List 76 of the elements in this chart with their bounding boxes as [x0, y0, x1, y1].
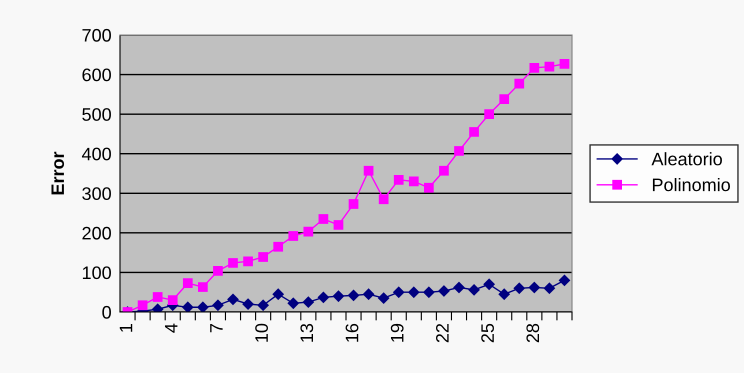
point [227, 294, 239, 305]
point [560, 59, 570, 69]
x-tick-label: 13 [300, 324, 314, 342]
point [334, 220, 344, 230]
y-tick-label: 200 [82, 226, 111, 240]
point [558, 274, 570, 286]
point [348, 290, 360, 301]
y-tick-label: 700 [82, 28, 111, 42]
point [423, 286, 434, 298]
point [182, 302, 194, 312]
point [408, 176, 419, 186]
point [348, 199, 358, 209]
point [138, 300, 148, 310]
y-tick-label: 500 [82, 108, 111, 121]
point [529, 62, 540, 73]
point [228, 258, 238, 268]
y-tick-label: 100 [82, 266, 111, 280]
point [528, 282, 540, 294]
point [303, 226, 314, 237]
point [484, 278, 495, 290]
point [212, 300, 224, 311]
legend-label: Aleatorio [651, 152, 722, 166]
point [453, 282, 465, 294]
point [273, 242, 284, 252]
y-tick-label: 0 [102, 306, 111, 319]
point [318, 214, 328, 224]
point [544, 282, 556, 294]
point [378, 292, 390, 304]
point [302, 296, 314, 308]
y-tick-label: 400 [82, 148, 111, 160]
point [544, 62, 554, 72]
x-tick-label: 1 [120, 324, 132, 332]
x-tick-label: 7 [210, 324, 223, 332]
point [469, 127, 479, 137]
point [288, 231, 298, 241]
legend-label: Polinomio [652, 178, 730, 192]
point [499, 94, 510, 104]
point [454, 146, 464, 156]
x-tick-label: 25 [481, 324, 494, 342]
point [393, 286, 404, 298]
point [168, 295, 178, 305]
point [394, 174, 404, 185]
y-axis-title: Error [51, 152, 64, 194]
point [197, 302, 208, 312]
point [332, 290, 344, 302]
point [498, 288, 510, 300]
point [408, 286, 420, 298]
point [424, 182, 434, 193]
point [484, 109, 494, 120]
point [213, 266, 223, 276]
point [362, 288, 374, 300]
point [364, 166, 374, 176]
point [258, 252, 268, 262]
x-tick-label: 22 [436, 324, 449, 342]
point [514, 282, 525, 294]
point [152, 292, 163, 302]
x-tick-label: 16 [346, 324, 358, 342]
point [272, 288, 284, 300]
x-tick-label: 28 [526, 324, 540, 342]
x-tick-label: 19 [390, 324, 404, 342]
point [258, 300, 269, 311]
x-tick-label: 4 [164, 324, 178, 333]
point [242, 298, 254, 310]
point [318, 292, 330, 303]
x-tick-label: 10 [255, 324, 268, 342]
point [243, 256, 253, 266]
point [378, 194, 389, 204]
y-tick-label: 600 [82, 68, 111, 82]
point [468, 284, 480, 296]
y-tick-label: 300 [82, 187, 111, 200]
point [438, 285, 450, 297]
point [439, 166, 449, 176]
point [198, 282, 208, 292]
point [288, 298, 299, 309]
point [182, 278, 193, 288]
point [514, 78, 524, 89]
